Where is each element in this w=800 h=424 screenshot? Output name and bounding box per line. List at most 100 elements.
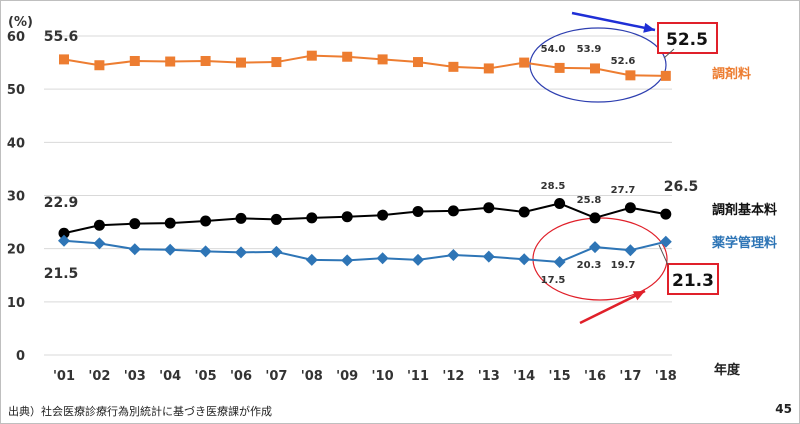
y-tick-label: 50 — [7, 83, 25, 98]
x-tick-label: '03 — [124, 369, 146, 384]
leader-line-bottom — [658, 244, 669, 266]
data-point — [660, 208, 672, 220]
y-tick-label: 0 — [16, 349, 25, 364]
data-point — [306, 212, 318, 224]
x-tick-label: '16 — [584, 369, 606, 384]
data-point — [483, 202, 495, 214]
data-point — [341, 211, 353, 223]
data-point — [164, 243, 177, 256]
highlight-value-bottom: 21.3 — [672, 271, 714, 291]
data-point — [518, 206, 530, 218]
data-point — [412, 205, 424, 217]
x-tick-label: '13 — [478, 369, 500, 384]
highlight-box-top — [657, 22, 718, 54]
data-point — [270, 213, 282, 225]
data-point — [483, 63, 494, 74]
x-tick-label: '02 — [88, 369, 110, 384]
trend-arrow-down — [571, 11, 656, 32]
data-point — [589, 241, 601, 254]
data-point — [128, 243, 141, 256]
data-point — [342, 51, 353, 62]
x-axis-label: 年度 — [714, 362, 741, 378]
y-tick-label: 30 — [7, 190, 25, 205]
data-point — [341, 254, 354, 267]
data-point — [377, 54, 388, 65]
data-label: 19.7 — [611, 260, 636, 271]
data-point — [129, 55, 140, 66]
data-point — [554, 62, 565, 73]
x-tick-label: '12 — [442, 369, 464, 384]
data-point — [93, 219, 105, 231]
x-tick-label: '14 — [513, 369, 535, 384]
x-tick-label: '11 — [407, 369, 429, 384]
data-label: 22.9 — [44, 195, 79, 211]
data-point — [624, 244, 637, 257]
data-point — [164, 217, 176, 229]
data-point — [129, 218, 141, 230]
data-point — [58, 234, 70, 247]
series-line-0 — [63, 54, 666, 77]
leader-line-top — [663, 48, 675, 59]
data-label: 17.5 — [541, 275, 566, 286]
x-tick-label: '06 — [230, 369, 252, 384]
data-point — [306, 50, 317, 61]
data-point — [236, 57, 246, 68]
data-point — [553, 255, 566, 268]
data-point — [58, 227, 70, 239]
series-line-2 — [63, 239, 667, 263]
data-point — [376, 252, 389, 265]
highlight-box-bottom — [667, 263, 719, 295]
x-tick-label: '10 — [372, 369, 394, 384]
x-tick-label: '08 — [301, 369, 323, 384]
trend-arrow-up — [579, 289, 646, 325]
series-line-1 — [63, 202, 666, 235]
data-label: 53.9 — [577, 44, 602, 55]
data-point — [165, 56, 176, 67]
data-point — [660, 70, 671, 81]
series-name-label: 調剤基本料 — [712, 202, 777, 218]
data-point — [413, 57, 423, 68]
y-tick-label: 20 — [7, 243, 25, 258]
y-axis-unit: (%) — [8, 15, 33, 30]
x-tick-label: '15 — [549, 369, 571, 384]
data-point — [93, 237, 106, 250]
data-point — [59, 54, 69, 65]
data-label: 52.6 — [611, 56, 636, 67]
data-point — [447, 249, 460, 262]
data-point — [625, 70, 636, 81]
highlight-value-top: 52.5 — [666, 30, 708, 50]
x-tick-label: '05 — [195, 369, 217, 384]
y-tick-label: 40 — [7, 136, 25, 151]
data-point — [199, 245, 212, 258]
data-label: 21.5 — [44, 266, 79, 282]
source-note: 出典）社会医療診療行為別統計に基づき医療課が作成 — [8, 405, 272, 418]
page-number: 45 — [775, 402, 792, 416]
data-point — [448, 61, 459, 72]
data-point — [518, 253, 531, 266]
data-point — [377, 209, 389, 221]
data-point — [270, 245, 283, 258]
data-point — [305, 253, 318, 266]
data-point — [235, 212, 247, 224]
data-point — [235, 246, 247, 259]
y-tick-label: 10 — [7, 296, 25, 311]
x-tick-label: '07 — [265, 369, 287, 384]
data-label: 28.5 — [541, 181, 566, 192]
data-point — [554, 197, 566, 209]
x-tick-label: '18 — [655, 369, 677, 384]
data-point — [200, 55, 211, 66]
data-point — [271, 57, 282, 68]
series-name-label: 調剤料 — [712, 66, 751, 82]
data-point — [412, 253, 424, 266]
data-label: 27.7 — [611, 185, 636, 196]
x-tick-label: '04 — [159, 369, 181, 384]
data-point — [200, 215, 212, 227]
trend-arrow-down-head — [643, 22, 655, 33]
data-point — [589, 212, 601, 224]
highlight-ellipse-bottom — [532, 217, 668, 301]
data-point — [659, 235, 672, 248]
data-label: 54.0 — [541, 44, 566, 55]
y-tick-label: 60 — [7, 30, 25, 45]
data-label: 25.8 — [577, 195, 602, 206]
